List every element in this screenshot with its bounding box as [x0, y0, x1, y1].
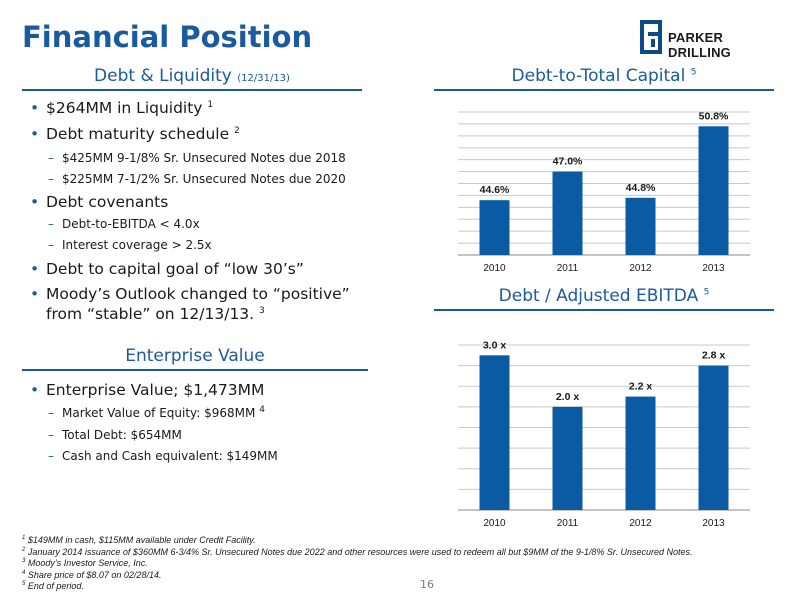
- parker-drilling-logo-icon: [640, 20, 662, 54]
- footnote: 4 Share price of $8.07 on 02/28/14.: [22, 570, 792, 582]
- bar-2013: [698, 365, 729, 510]
- x-tick-label: 2010: [483, 518, 506, 529]
- data-label: 47.0%: [553, 156, 583, 168]
- data-label: 2.2 x: [629, 381, 653, 393]
- enterprise-item-text: Cash and Cash equivalent: $149MM: [62, 449, 278, 463]
- bullet-covenants-text: Debt covenants: [46, 193, 169, 211]
- bar-2010: [479, 200, 510, 255]
- maturity-item-text: $225MM 7-1/2% Sr. Unsecured Notes due 20…: [62, 172, 346, 186]
- data-label: 3.0 x: [483, 340, 507, 351]
- maturity-item: – $225MM 7-1/2% Sr. Unsecured Notes due 2…: [48, 172, 346, 186]
- footnote-text: Moody’s Investor Service, Inc.: [27, 558, 148, 568]
- footnotes: 1 $149MM in cash, $115MM available under…: [22, 535, 792, 593]
- debt-adjusted-ebitda-chart: 3.0 x 2010 2.0 x 2011 2.2 x 2012 2.8 x 2013: [458, 340, 750, 529]
- footnote-number: 4: [22, 569, 26, 576]
- covenant-item: – Debt-to-EBITDA < 4.0x: [48, 217, 200, 231]
- footnote: 3 Moody’s Investor Service, Inc.: [22, 558, 792, 570]
- bar-2013: [698, 126, 729, 255]
- logo-text: PARKER DRILLING: [668, 30, 780, 60]
- bar-2012: [625, 197, 656, 255]
- footnote-number: 1: [22, 535, 26, 541]
- bullet-maturity-text: Debt maturity schedule: [46, 125, 230, 143]
- footnote: 2 January 2014 issuance of $360MM 6-3/4%…: [22, 547, 792, 559]
- chart2-title: Debt / Adjusted EBITDA: [498, 286, 699, 306]
- debt-to-total-capital-chart: 44.6% 2010 47.0% 2011 44.8% 2012 50.8% 2013: [458, 110, 750, 274]
- chart2-heading: Debt / Adjusted EBITDA 5: [434, 286, 774, 311]
- footnote-ref: 1: [207, 99, 214, 110]
- page-title: Financial Position: [22, 20, 313, 54]
- data-label: 2.0 x: [556, 391, 580, 403]
- enterprise-item: – Cash and Cash equivalent: $149MM: [48, 449, 278, 463]
- enterprise-item-text: Total Debt: $654MM: [62, 428, 182, 442]
- bullet-capital-goal-text: Debt to capital goal of “low 30’s”: [46, 260, 304, 278]
- data-label: 50.8%: [699, 110, 729, 122]
- bullet-moodys-text-line2: from “stable” on 12/13/13.: [46, 305, 255, 323]
- chart1-title: Debt-to-Total Capital: [511, 66, 686, 86]
- chart1-heading: Debt-to-Total Capital 5: [434, 66, 774, 91]
- data-label: 2.8 x: [702, 350, 726, 362]
- debt-liquidity-heading-note: (12/31/13): [237, 73, 290, 84]
- logo-text-first: PARKER: [668, 30, 724, 45]
- footnote-number: 2: [22, 546, 26, 553]
- bullet-covenants: • Debt covenants: [30, 193, 169, 211]
- footnote-text: January 2014 issuance of $360MM 6-3/4% S…: [27, 546, 693, 557]
- logo-text-second: DRILLING: [668, 45, 731, 60]
- bullet-capital-goal: • Debt to capital goal of “low 30’s”: [30, 260, 304, 278]
- bullet-enterprise-value: • Enterprise Value; $1,473MM: [30, 381, 265, 399]
- bar-2011: [552, 406, 583, 510]
- enterprise-item-text: Market Value of Equity: $968MM: [62, 406, 256, 420]
- footnote-text: End of period.: [27, 581, 84, 591]
- bar-2010: [479, 355, 510, 510]
- chart1-title-sup: 5: [690, 67, 697, 78]
- footnote: 5 End of period.: [22, 581, 792, 593]
- x-tick-label: 2011: [557, 263, 579, 274]
- enterprise-item: – Market Value of Equity: $968MM 4: [48, 405, 265, 421]
- company-logo: PARKER DRILLING: [640, 20, 780, 60]
- bullet-liquidity-text: $264MM in Liquidity: [46, 99, 203, 117]
- footnote-number: 3: [22, 558, 26, 564]
- footnote-ref: 4: [259, 405, 265, 415]
- footnote-number: 5: [22, 581, 26, 587]
- page-number: 16: [420, 578, 434, 591]
- bullet-maturity: • Debt maturity schedule 2: [30, 125, 240, 143]
- data-label: 44.8%: [626, 182, 656, 194]
- enterprise-value-heading-text: Enterprise Value: [125, 346, 265, 366]
- maturity-item: – $425MM 9-1/8% Sr. Unsecured Notes due 2…: [48, 151, 346, 165]
- x-tick-label: 2013: [702, 263, 725, 274]
- maturity-item-text: $425MM 9-1/8% Sr. Unsecured Notes due 20…: [62, 151, 346, 165]
- footnote-text: Share price of $8.07 on 02/28/14.: [27, 569, 162, 580]
- footnote-ref: 2: [234, 125, 240, 136]
- bullet-liquidity: • $264MM in Liquidity 1: [30, 99, 214, 117]
- debt-liquidity-heading: Debt & Liquidity (12/31/13): [22, 66, 362, 91]
- x-tick-label: 2012: [629, 263, 652, 274]
- footnote: 1 $149MM in cash, $115MM available under…: [22, 535, 792, 547]
- footnote-ref: 3: [259, 305, 265, 316]
- bar-2011: [552, 171, 583, 255]
- x-tick-label: 2010: [483, 263, 506, 274]
- bar-2012: [625, 396, 656, 510]
- debt-liquidity-heading-text: Debt & Liquidity: [94, 66, 232, 86]
- bullet-moodys: • Moody’s Outlook changed to “positive” f…: [30, 285, 350, 323]
- x-tick-label: 2011: [557, 518, 579, 529]
- footnote-text: $149MM in cash, $115MM available under C…: [27, 535, 256, 545]
- covenant-item-text: Interest coverage > 2.5x: [62, 238, 212, 252]
- bullet-enterprise-value-text: Enterprise Value; $1,473MM: [46, 381, 265, 399]
- covenant-item-text: Debt-to-EBITDA < 4.0x: [62, 217, 200, 231]
- x-tick-label: 2013: [702, 518, 725, 529]
- bullet-moodys-text-line1: Moody’s Outlook changed to “positive”: [46, 285, 350, 303]
- enterprise-item: – Total Debt: $654MM: [48, 428, 182, 442]
- data-label: 44.6%: [480, 184, 510, 196]
- x-tick-label: 2012: [629, 518, 652, 529]
- covenant-item: – Interest coverage > 2.5x: [48, 238, 212, 252]
- enterprise-value-heading: Enterprise Value: [22, 346, 368, 371]
- chart2-title-sup: 5: [703, 287, 710, 298]
